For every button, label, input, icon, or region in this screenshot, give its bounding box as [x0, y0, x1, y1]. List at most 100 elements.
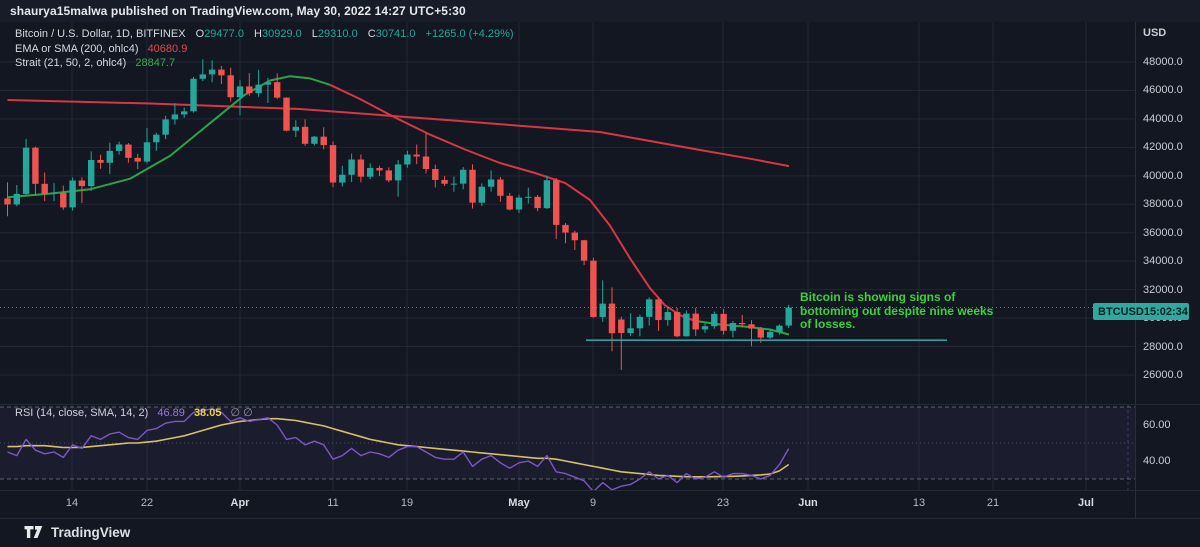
candle: [664, 307, 671, 326]
strait-legend-row[interactable]: Strait (21, 50, 2, ohlc4) 28847.7: [15, 57, 175, 69]
candle: [162, 115, 169, 140]
candle: [618, 316, 625, 371]
strait-indicator-label[interactable]: Strait (21, 50, 2, ohlc4): [15, 57, 127, 69]
time-axis-label: Jul: [1078, 497, 1094, 509]
candle: [227, 67, 234, 102]
candle: [50, 183, 58, 202]
price-axis-label: 26000.0: [1143, 369, 1183, 381]
price-axis-label: 32000.0: [1143, 283, 1183, 296]
time-axis-label: 22: [140, 497, 154, 509]
candle: [367, 163, 374, 180]
price-scale-divider: [1135, 22, 1136, 518]
candle: [125, 143, 132, 163]
rsi-indicator-label[interactable]: RSI (14, close, SMA, 14, 2): [15, 407, 149, 419]
candle: [22, 138, 30, 195]
time-axis-label: 13: [912, 497, 926, 509]
price-scale[interactable]: USD 48000.0 46000.0 44000.0 42000.0 40000.0 3…: [1136, 22, 1200, 404]
candle: [199, 59, 206, 82]
candle: [571, 230, 578, 251]
footer-bar: TradingView: [0, 518, 1200, 547]
pane-separator[interactable]: [0, 404, 1200, 405]
candle: [543, 175, 551, 209]
candle: [525, 187, 532, 204]
candle: [701, 323, 709, 334]
time-scale[interactable]: 14 22 Apr 11 19 May 9 23 Jun 13 21 Jul: [0, 490, 1135, 518]
badge-countdown: 15:02:34: [1143, 305, 1188, 318]
low-value: 29310.0: [317, 28, 358, 40]
rsi-ma-line: [7, 417, 790, 478]
candle: [580, 239, 588, 266]
ma-indicator-value: 40680.9: [147, 43, 188, 55]
price-axis-label: 28000.0: [1143, 340, 1183, 353]
close-value: 30741.0: [375, 28, 416, 40]
price-chart[interactable]: [0, 22, 1135, 404]
rsi-axis-label: 40.00: [1143, 455, 1171, 467]
candle: [627, 313, 634, 336]
tradingview-brand-text[interactable]: TradingView: [51, 525, 131, 540]
candle: [608, 287, 616, 352]
strait-indicator-value: 28847.7: [135, 57, 176, 69]
candle: [497, 176, 504, 202]
candle: [32, 146, 39, 197]
candle: [115, 141, 123, 155]
candle: [264, 77, 272, 104]
candle: [460, 167, 467, 190]
price-axis-label: 44000.0: [1143, 112, 1183, 125]
candle: [692, 307, 699, 336]
time-axis-separator: [0, 490, 1200, 491]
rsi-axis-label: 60.00: [1143, 419, 1171, 431]
candle: [134, 153, 141, 170]
publish-watermark-bar: shaurya15malwa published on TradingView.…: [0, 0, 1200, 22]
candle: [404, 150, 411, 168]
candle: [320, 127, 327, 150]
candle: [739, 314, 746, 328]
candle: [515, 194, 523, 214]
candle: [394, 159, 402, 197]
candle: [4, 182, 11, 217]
candle: [376, 165, 383, 176]
candle: [655, 297, 662, 331]
candle: [60, 185, 67, 210]
candle: [153, 132, 160, 151]
candle: [13, 185, 20, 207]
candle: [181, 107, 188, 118]
open-value: 29477.0: [204, 28, 244, 40]
low-label: L: [311, 28, 318, 40]
rsi-chart[interactable]: [0, 404, 1135, 490]
candle: [255, 69, 262, 97]
candle: [385, 167, 392, 183]
candle: [785, 304, 792, 328]
rsi-extra-values: ∅ ∅: [230, 407, 253, 419]
candle: [720, 309, 727, 335]
candle: [357, 154, 365, 183]
candle: [339, 165, 346, 187]
candle: [311, 135, 318, 146]
candle: [171, 103, 179, 125]
time-axis-label: May: [508, 497, 530, 509]
time-axis-label: Jun: [798, 497, 818, 509]
symbol-title[interactable]: Bitcoin / U.S. Dollar, 1D, BITFINEX: [15, 28, 186, 40]
candle: [562, 223, 569, 244]
candle: [441, 176, 448, 186]
candle: [190, 76, 197, 113]
time-axis-label: 14: [65, 497, 79, 509]
candle: [143, 128, 151, 164]
candle: [246, 73, 253, 96]
high-label: H: [254, 28, 262, 40]
price-axis-label: 40000.0: [1143, 169, 1183, 182]
ma-indicator-label[interactable]: EMA or SMA (200, ohlc4): [15, 43, 139, 55]
candle: [329, 141, 337, 188]
candle: [413, 144, 420, 165]
candle: [88, 151, 95, 191]
rsi-legend-row[interactable]: RSI (14, close, SMA, 14, 2) 46.89 38.05 …: [15, 406, 253, 419]
change-value: +1265.0 (+4.29%): [425, 28, 514, 40]
symbol-legend-row[interactable]: Bitcoin / U.S. Dollar, 1D, BITFINEX O294…: [15, 28, 514, 40]
candle: [236, 80, 244, 116]
ma-legend-row[interactable]: EMA or SMA (200, ohlc4) 40680.9: [15, 43, 187, 55]
tradingview-logo-icon[interactable]: [24, 525, 43, 540]
candle: [78, 177, 86, 203]
publish-watermark-text: shaurya15malwa published on TradingView.…: [10, 4, 466, 18]
candle: [274, 73, 281, 99]
time-axis-label: 19: [400, 497, 414, 509]
